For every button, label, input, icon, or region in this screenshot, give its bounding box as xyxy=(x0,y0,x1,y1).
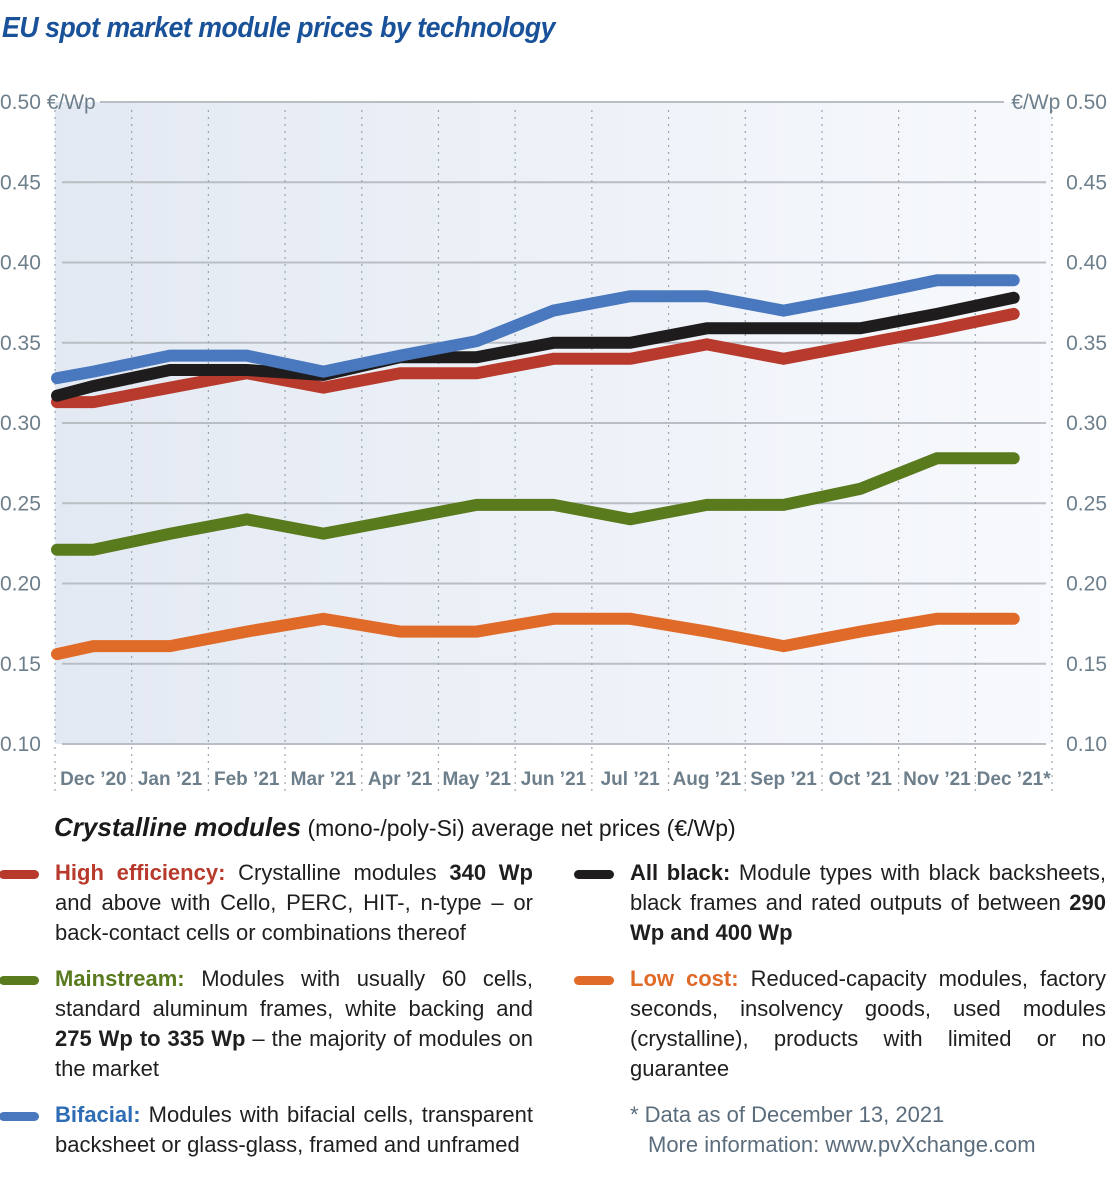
legend-text: – the majority of modules on the market xyxy=(55,1026,533,1081)
legend-swatch-high-efficiency xyxy=(0,870,39,879)
series-line-bifacial xyxy=(51,274,1020,385)
series-line-low-cost xyxy=(51,612,1020,661)
legend-item-all-black: All black: Module types with black backs… xyxy=(574,858,1106,948)
x-tick-label: Apr ’21 xyxy=(368,769,433,790)
y-tick-right: 0.35 xyxy=(1066,332,1107,355)
y-tick-right: 0.15 xyxy=(1066,653,1107,676)
y-tick-left: 0.10 xyxy=(0,733,41,756)
y-tick-left: 0.15 xyxy=(0,653,41,676)
y-tick-left: 0.25 xyxy=(0,492,41,515)
x-tick-label: Oct ’21 xyxy=(829,769,893,790)
legend-text-bold: 340 Wp xyxy=(449,860,533,885)
legend-label: All black: xyxy=(630,860,731,885)
y-tick-left: 0.35 xyxy=(0,332,41,355)
y-tick-left: 0.20 xyxy=(0,573,41,596)
x-tick-label: Feb ’21 xyxy=(214,769,280,790)
y-tick-right: 0.45 xyxy=(1066,171,1107,194)
legend-swatch-low-cost xyxy=(574,976,614,985)
y-tick-right: 0.20 xyxy=(1066,573,1107,596)
legend-item-high-efficiency: High efficiency: Crystalline modules 340… xyxy=(0,858,533,948)
series-line-high-efficiency xyxy=(51,307,1020,409)
x-tick-label: Mar ’21 xyxy=(291,769,357,790)
legend-label: High efficiency: xyxy=(55,860,226,885)
x-tick-label: Dec ’20 xyxy=(60,769,127,790)
series-lines xyxy=(51,274,1020,661)
legend-label: Low cost: xyxy=(630,966,739,991)
legend-swatch-all-black xyxy=(574,870,614,879)
legend-item-mainstream: Mainstream: Modules with usually 60 cell… xyxy=(0,964,533,1084)
legend-swatch-mainstream xyxy=(0,976,39,985)
vertical-gridlines xyxy=(54,110,1053,794)
series-line-all-black xyxy=(51,291,1020,402)
y-tick-right: 0.40 xyxy=(1066,252,1107,275)
y-tick-right: 0.30 xyxy=(1066,412,1107,435)
y-tick-right: 0.10 xyxy=(1066,733,1107,756)
x-tick-label: Nov ’21 xyxy=(903,769,971,790)
footnote: * Data as of December 13, 2021 More info… xyxy=(630,1100,1036,1160)
y-tick-left: 0.45 xyxy=(0,171,41,194)
legend-swatch-bifacial xyxy=(0,1112,39,1121)
legend-label: Mainstream: xyxy=(55,966,185,991)
legend-item-low-cost: Low cost: Reduced-capacity modules, fact… xyxy=(574,964,1106,1084)
legend-text: and above with Cello, PERC, HIT-, n-type… xyxy=(55,890,533,945)
y-axis-left: 0.10 0.15 0.20 0.25 0.30 0.35 0.40 0.45 0.50 €/W… xyxy=(0,91,96,756)
legend-text: Crystalline modules xyxy=(225,860,450,885)
line-chart: 0.10 0.15 0.20 0.25 0.30 0.35 0.40 0.45 0.50 €/W… xyxy=(0,91,1107,794)
legend-title-bold: Crystalline modules xyxy=(54,812,302,842)
x-tick-label: May ’21 xyxy=(442,769,511,790)
legend-text: Modules with bifacial cells, transparent… xyxy=(55,1102,533,1157)
x-tick-label: Dec ’21* xyxy=(977,769,1052,790)
series-line-mainstream xyxy=(51,452,1020,556)
legend-title: Crystalline modules (mono-/poly-Si) aver… xyxy=(54,812,736,843)
y-tick-right: 0.25 xyxy=(1066,492,1107,515)
legend-item-bifacial: Bifacial: Modules with bifacial cells, t… xyxy=(0,1100,533,1160)
x-tick-label: Aug ’21 xyxy=(673,769,742,790)
y-axis-right: 0.10 0.15 0.20 0.25 0.30 0.35 0.40 0.45 €/Wp 0.5… xyxy=(1011,91,1107,756)
y-tick-left: 0.30 xyxy=(0,412,41,435)
x-tick-label: Sep ’21 xyxy=(750,769,817,790)
legend-label: Bifacial: xyxy=(55,1102,141,1127)
y-tick-right: €/Wp 0.50 xyxy=(1011,91,1107,114)
chart-title: EU spot market module prices by technolo… xyxy=(2,12,555,44)
x-axis-labels: Dec ’20 Jan ’21 Feb ’21 Mar ’21 Apr ’21 May ’… xyxy=(60,769,1051,790)
footnote-source: More information: www.pvXchange.com xyxy=(648,1132,1036,1157)
legend-text: Module types with black backsheets, blac… xyxy=(630,860,1106,915)
x-tick-label: Jun ’21 xyxy=(521,769,587,790)
x-tick-label: Jul ’21 xyxy=(601,769,661,790)
legend-text: Reduced-capacity modules, factory second… xyxy=(630,966,1106,1081)
legend-title-rest: (mono-/poly-Si) average net prices (€/Wp… xyxy=(301,815,736,841)
y-tick-left: 0.40 xyxy=(0,252,41,275)
footnote-date: * Data as of December 13, 2021 xyxy=(630,1102,945,1127)
x-tick-label: Jan ’21 xyxy=(138,769,203,790)
legend-text: Modules with usually 60 cells, standard … xyxy=(55,966,533,1021)
legend-text-bold: 275 Wp to 335 Wp xyxy=(55,1026,246,1051)
y-tick-left: 0.50 €/Wp xyxy=(0,91,96,114)
legend-text-bold: 290 Wp and 400 Wp xyxy=(630,890,1106,945)
